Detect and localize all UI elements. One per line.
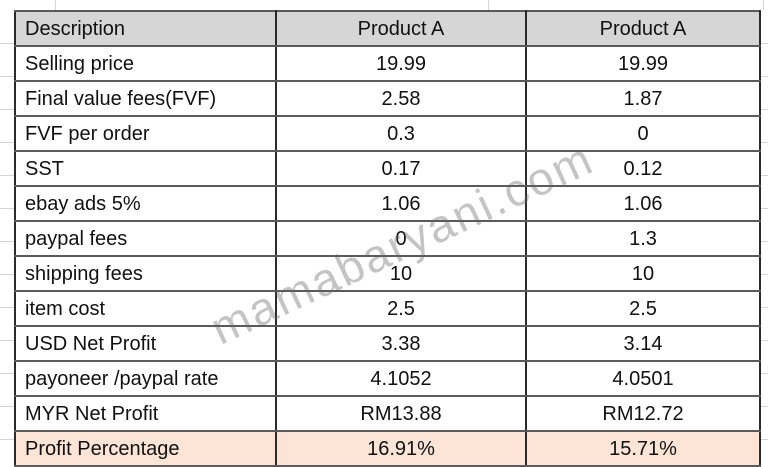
cell-value: 15.71% <box>525 430 761 467</box>
cell-value: 1.87 <box>525 80 761 117</box>
cell-value: 1.3 <box>525 220 761 257</box>
cell-value: 10 <box>275 255 527 292</box>
cell-value: 19.99 <box>275 45 527 82</box>
table-row-payoneer-paypal-rate: payoneer /paypal rate 4.1052 4.0501 <box>14 360 761 397</box>
cell-value: 19.99 <box>525 45 761 82</box>
header-product-a-1: Product A <box>275 10 527 47</box>
profit-comparison-table: Description Product A Product A Selling … <box>14 10 761 467</box>
cell-value: 0 <box>275 220 527 257</box>
cell-value: 4.1052 <box>275 360 527 397</box>
table-row-ebay-ads: ebay ads 5% 1.06 1.06 <box>14 185 761 222</box>
row-label: shipping fees <box>14 255 277 292</box>
cell-value: 2.5 <box>275 290 527 327</box>
cell-value: 3.38 <box>275 325 527 362</box>
row-label: Final value fees(FVF) <box>14 80 277 117</box>
row-label: SST <box>14 150 277 187</box>
cell-value: 0.17 <box>275 150 527 187</box>
table-header-row: Description Product A Product A <box>14 10 761 47</box>
cell-value: 4.0501 <box>525 360 761 397</box>
background-gridline <box>55 0 56 10</box>
table-row-final-value-fees: Final value fees(FVF) 2.58 1.87 <box>14 80 761 117</box>
margin-gridlines-right <box>760 43 768 441</box>
table-row-fvf-per-order: FVF per order 0.3 0 <box>14 115 761 152</box>
header-product-a-2: Product A <box>525 10 761 47</box>
cell-value: 2.5 <box>525 290 761 327</box>
cell-value: 0.12 <box>525 150 761 187</box>
table-row-shipping-fees: shipping fees 10 10 <box>14 255 761 292</box>
cell-value: 3.14 <box>525 325 761 362</box>
cell-value: 1.06 <box>525 185 761 222</box>
row-label: payoneer /paypal rate <box>14 360 277 397</box>
row-label: Selling price <box>14 45 277 82</box>
row-label: paypal fees <box>14 220 277 257</box>
cell-value: 10 <box>525 255 761 292</box>
header-description: Description <box>14 10 277 47</box>
cell-value: 0.3 <box>275 115 527 152</box>
table-row-profit-percentage: Profit Percentage 16.91% 15.71% <box>14 430 761 467</box>
table-row-myr-net-profit: MYR Net Profit RM13.88 RM12.72 <box>14 395 761 432</box>
cell-value: RM12.72 <box>525 395 761 432</box>
row-label: MYR Net Profit <box>14 395 277 432</box>
table-row-usd-net-profit: USD Net Profit 3.38 3.14 <box>14 325 761 362</box>
background-gridline <box>763 0 764 10</box>
cell-value: 2.58 <box>275 80 527 117</box>
margin-gridlines-left <box>0 43 14 441</box>
table-row-sst: SST 0.17 0.12 <box>14 150 761 187</box>
background-gridline <box>488 0 489 10</box>
row-label: FVF per order <box>14 115 277 152</box>
row-label: USD Net Profit <box>14 325 277 362</box>
cell-value: 1.06 <box>275 185 527 222</box>
table-row-item-cost: item cost 2.5 2.5 <box>14 290 761 327</box>
table-row-selling-price: Selling price 19.99 19.99 <box>14 45 761 82</box>
row-label: ebay ads 5% <box>14 185 277 222</box>
cell-value: 16.91% <box>275 430 527 467</box>
cell-value: 0 <box>525 115 761 152</box>
cell-value: RM13.88 <box>275 395 527 432</box>
row-label: Profit Percentage <box>14 430 277 467</box>
table-row-paypal-fees: paypal fees 0 1.3 <box>14 220 761 257</box>
row-label: item cost <box>14 290 277 327</box>
